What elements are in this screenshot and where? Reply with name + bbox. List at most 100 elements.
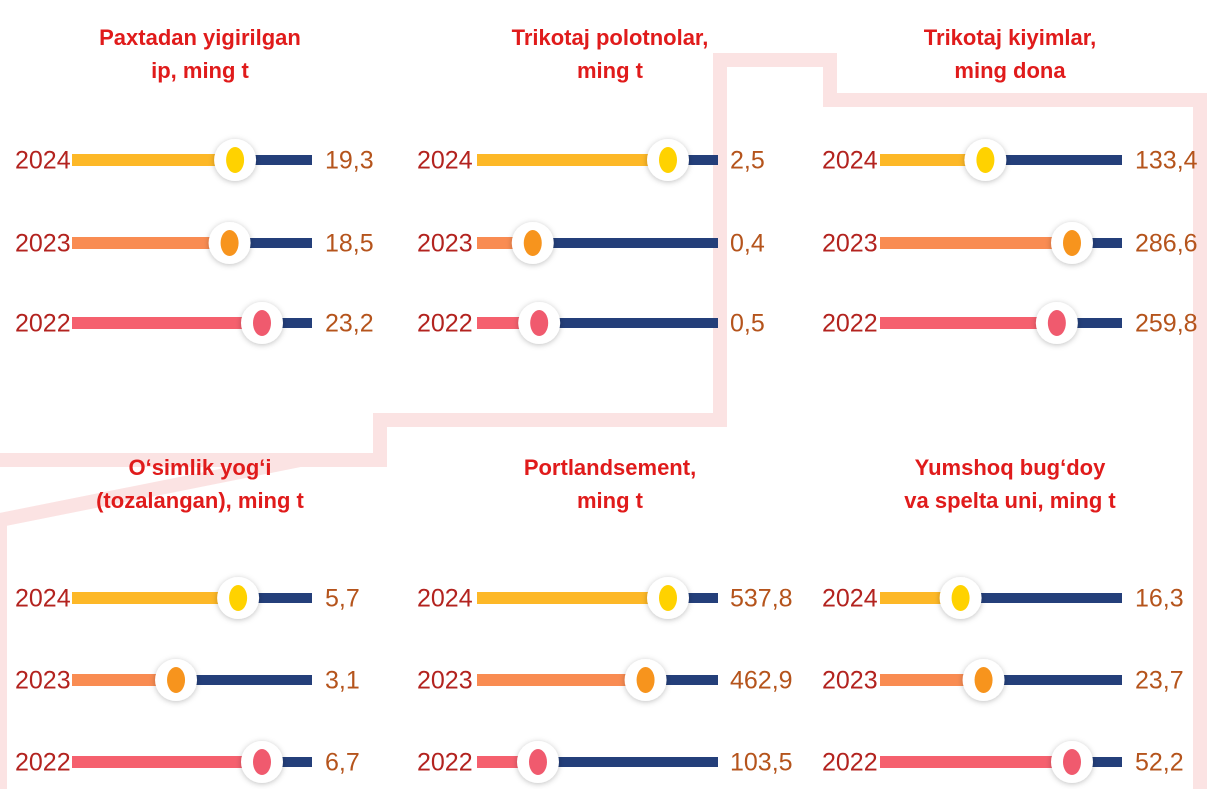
year-label: 2024 [417, 585, 473, 613]
bar [880, 317, 1057, 329]
panel-title: Portlandsement, [524, 455, 696, 480]
track [1072, 238, 1122, 248]
value-label: 52,2 [1135, 749, 1184, 777]
year-label: 2022 [15, 749, 71, 777]
year-label: 2024 [822, 147, 878, 175]
year-label: 2023 [15, 667, 71, 695]
knob-dot [1063, 749, 1081, 775]
track [532, 238, 718, 248]
track [238, 593, 312, 603]
knob-dot [220, 230, 239, 256]
bar [880, 674, 984, 686]
track [1056, 318, 1122, 328]
knob-dot [659, 147, 677, 173]
year-label: 2023 [822, 667, 878, 695]
knob-dot [226, 147, 245, 173]
panel-title: ming t [577, 58, 644, 83]
panel-title: (tozalangan), ming t [96, 488, 304, 513]
value-label: 18,5 [325, 230, 374, 258]
track [983, 675, 1122, 685]
track [1072, 757, 1122, 767]
panel-title: va spelta uni, ming t [904, 488, 1116, 513]
year-label: 2024 [15, 585, 71, 613]
bar [72, 756, 262, 768]
track [235, 155, 312, 165]
panel-title: Trikotaj kiyimlar, [924, 25, 1096, 50]
knob-dot [976, 147, 995, 173]
panel-title: Paxtadan yigirilgan [99, 25, 301, 50]
knob-dot [1063, 230, 1081, 256]
value-label: 16,3 [1135, 585, 1184, 613]
track [176, 675, 312, 685]
knob-dot [1047, 310, 1066, 336]
panel-title: ip, ming t [151, 58, 249, 83]
value-label: 23,2 [325, 310, 374, 338]
bar [477, 674, 646, 686]
year-label: 2024 [417, 147, 473, 175]
bar [72, 317, 262, 329]
track [668, 593, 718, 603]
panel-title: Trikotaj polotnolar, [512, 25, 709, 50]
knob-dot [253, 310, 271, 336]
year-label: 2022 [822, 749, 878, 777]
bar [880, 756, 1072, 768]
panel-title: Yumshoq bug‘doy [915, 455, 1106, 480]
value-label: 286,6 [1135, 230, 1198, 258]
value-label: 103,5 [730, 749, 793, 777]
year-label: 2023 [15, 230, 71, 258]
year-label: 2023 [417, 667, 473, 695]
knob-dot [974, 667, 993, 693]
background-decor [0, 53, 1207, 789]
track [645, 675, 718, 685]
value-label: 2,5 [730, 147, 765, 175]
bar [72, 237, 230, 249]
track [262, 318, 312, 328]
knob-dot [167, 667, 186, 693]
bar [880, 154, 986, 166]
track [960, 593, 1122, 603]
value-label: 133,4 [1135, 147, 1198, 175]
year-label: 2022 [15, 310, 71, 338]
knob-dot [229, 585, 248, 611]
value-label: 259,8 [1135, 310, 1198, 338]
knob-dot [530, 310, 549, 336]
knob-dot [659, 585, 677, 611]
year-label: 2022 [417, 749, 473, 777]
track [262, 757, 312, 767]
value-label: 19,3 [325, 147, 374, 175]
panel-title: ming dona [954, 58, 1066, 83]
bar [72, 592, 239, 604]
value-label: 23,7 [1135, 667, 1184, 695]
knob-dot [951, 585, 970, 611]
knob-dot [528, 749, 547, 775]
bar [477, 154, 668, 166]
year-label: 2022 [822, 310, 878, 338]
panel-title: O‘simlik yog‘i [128, 455, 271, 480]
bar [880, 237, 1072, 249]
year-label: 2023 [417, 230, 473, 258]
knob-dot [523, 230, 542, 256]
bar [72, 674, 177, 686]
track [537, 757, 718, 767]
value-label: 462,9 [730, 667, 793, 695]
value-label: 5,7 [325, 585, 360, 613]
value-label: 0,5 [730, 310, 765, 338]
panel-title: ming t [577, 488, 644, 513]
value-label: 6,7 [325, 749, 360, 777]
knob-dot [253, 749, 271, 775]
knob-dot [636, 667, 655, 693]
value-label: 0,4 [730, 230, 765, 258]
value-label: 3,1 [325, 667, 360, 695]
bar [72, 154, 236, 166]
track [229, 238, 312, 248]
track [985, 155, 1122, 165]
track [539, 318, 718, 328]
track [668, 155, 718, 165]
year-label: 2023 [822, 230, 878, 258]
year-label: 2024 [15, 147, 71, 175]
value-label: 537,8 [730, 585, 793, 613]
bar [477, 592, 668, 604]
year-label: 2024 [822, 585, 878, 613]
year-label: 2022 [417, 310, 473, 338]
